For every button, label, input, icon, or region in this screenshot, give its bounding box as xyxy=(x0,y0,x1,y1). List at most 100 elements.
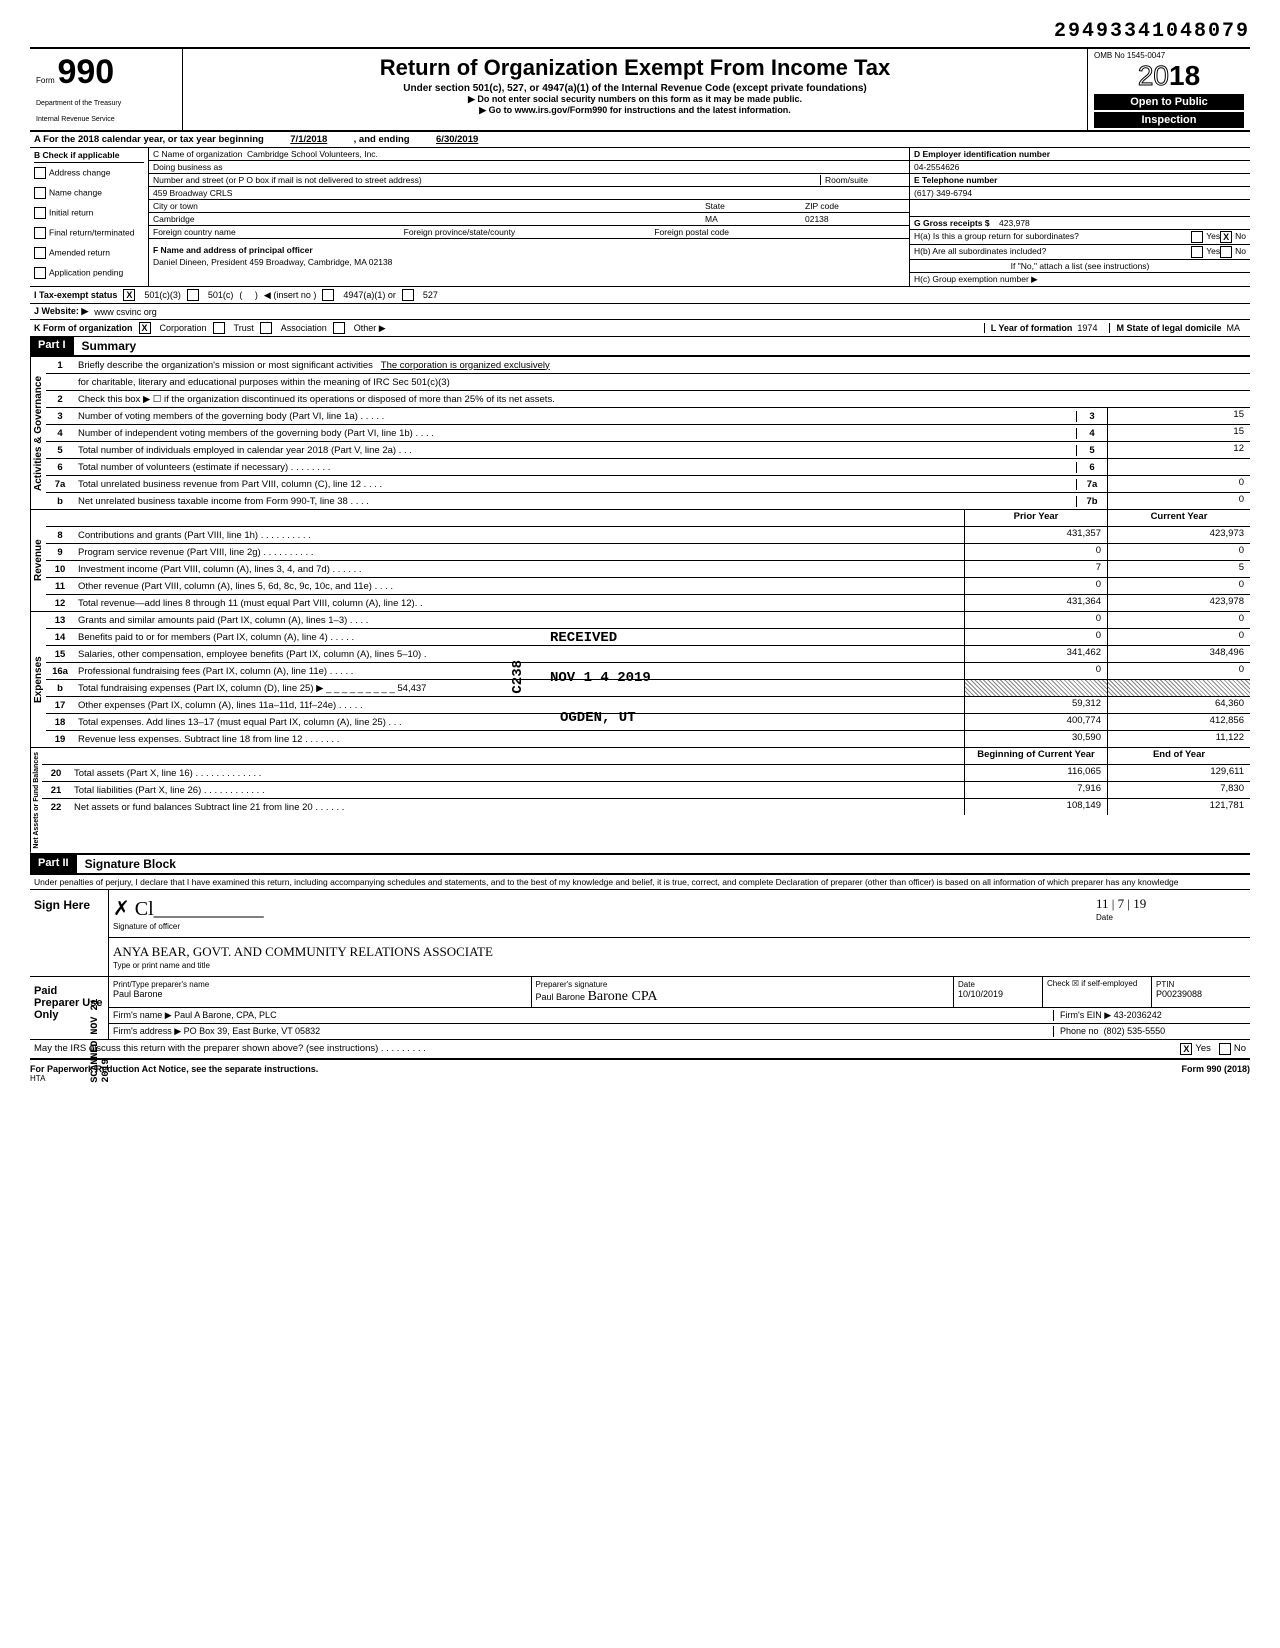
row-j: J Website: ▶ www csvinc org xyxy=(30,304,1250,320)
document-id: 29493341048079 xyxy=(30,20,1250,43)
form-title: Return of Organization Exempt From Incom… xyxy=(193,55,1077,81)
opt-assoc: Association xyxy=(281,323,327,333)
firm-addr-label: Firm's address ▶ xyxy=(113,1026,181,1037)
foreign-label: Foreign country name xyxy=(153,227,404,237)
chk-527[interactable] xyxy=(402,289,414,301)
chk-4947[interactable] xyxy=(322,289,334,301)
dept-irs: Internal Revenue Service xyxy=(36,116,176,124)
opt-trust: Trust xyxy=(234,323,254,333)
tax-exempt-label: I Tax-exempt status xyxy=(34,290,117,300)
chk-501c3[interactable]: X xyxy=(123,289,135,301)
fprov-label: Foreign province/state/county xyxy=(404,227,655,237)
chk-corp[interactable]: X xyxy=(139,322,151,334)
domicile-label: M State of legal domicile xyxy=(1116,323,1221,333)
chk-amended[interactable] xyxy=(34,247,46,259)
open-to-public: Open to Public xyxy=(1094,94,1244,110)
grid-line-12: 12Total revenue—add lines 8 through 11 (… xyxy=(46,595,1250,611)
part1-header-row: Part I Summary xyxy=(30,337,1250,357)
chk-501c[interactable] xyxy=(187,289,199,301)
firm-phone-label: Phone no xyxy=(1060,1026,1099,1036)
zip-label: ZIP code xyxy=(805,201,905,211)
chk-hb-no[interactable] xyxy=(1220,246,1232,258)
grid-line-8: 8Contributions and grants (Part VIII, li… xyxy=(46,527,1250,544)
dba-label: Doing business as xyxy=(153,162,222,172)
opt-501c: 501(c) xyxy=(208,290,234,300)
grid-line-4: 4Number of independent voting members of… xyxy=(46,425,1250,442)
firm-name: Paul A Barone, CPA, PLC xyxy=(174,1010,1053,1021)
hc-label: H(c) Group exemption number ▶ xyxy=(910,273,1250,286)
part2-header-row: Part II Signature Block xyxy=(30,855,1250,875)
firm-ein: 43-2036242 xyxy=(1114,1010,1162,1020)
grid-line-22: 22Net assets or fund balances Subtract l… xyxy=(42,799,1250,815)
chk-pending[interactable] xyxy=(34,267,46,279)
footer-right: Form 990 (2018) xyxy=(1181,1064,1250,1074)
received-stamp: RECEIVED xyxy=(550,630,617,646)
chk-assoc[interactable] xyxy=(260,322,272,334)
tab-revenue: Revenue xyxy=(30,510,46,611)
phone-label: E Telephone number xyxy=(910,174,1250,187)
chk-discuss-yes[interactable]: X xyxy=(1180,1043,1192,1055)
fpost-label: Foreign postal code xyxy=(654,227,905,237)
grid-line-13: 13Grants and similar amounts paid (Part … xyxy=(46,612,1250,629)
column-header-row: Prior YearCurrent Year xyxy=(46,510,1250,527)
received-date-stamp: NOV 1 4 2019 xyxy=(550,670,651,686)
room-label: Room/suite xyxy=(820,175,905,185)
opt-other: Other ▶ xyxy=(354,323,386,334)
officer-value: Daniel Dineen, President 459 Broadway, C… xyxy=(153,257,392,267)
chk-other[interactable] xyxy=(333,322,345,334)
chk-ha-yes[interactable] xyxy=(1191,231,1203,243)
opt-4947: 4947(a)(1) or xyxy=(343,290,396,300)
ein-label: D Employer identification number xyxy=(910,148,1250,161)
column-header-row: Beginning of Current YearEnd of Year xyxy=(42,748,1250,765)
chk-initial-return[interactable] xyxy=(34,207,46,219)
ptin-label: PTIN xyxy=(1156,980,1174,989)
tab-activities: Activities & Governance xyxy=(30,357,46,509)
firm-name-label: Firm's name ▶ xyxy=(113,1010,172,1021)
omb-number: OMB No 1545-0047 xyxy=(1094,51,1244,60)
inspection: Inspection xyxy=(1094,112,1244,128)
chk-hb-yes[interactable] xyxy=(1191,246,1203,258)
chk-final-return[interactable] xyxy=(34,227,46,239)
insert-no: ◀ (insert no ) xyxy=(264,290,316,301)
sig-date-label: Date xyxy=(1096,913,1113,922)
prep-signature-scribble: Barone CPA xyxy=(588,989,658,1004)
sig-date: 11 | 7 | 19 xyxy=(1096,896,1146,911)
opt-527: 527 xyxy=(423,290,438,300)
lbl-final-return: Final return/terminated xyxy=(49,227,135,237)
lbl-pending: Application pending xyxy=(49,267,123,277)
irs-discuss-text: May the IRS discuss this return with the… xyxy=(34,1043,1180,1055)
form-label: Form xyxy=(36,76,55,85)
sig-officer-label: Signature of officer xyxy=(113,922,180,931)
org-address: 459 Broadway CRLS xyxy=(153,188,232,198)
dept-treasury: Department of the Treasury xyxy=(36,100,176,108)
tab-netassets: Net Assets or Fund Balances xyxy=(30,748,42,853)
chk-trust[interactable] xyxy=(213,322,225,334)
grid-line-18: 18Total expenses. Add lines 13–17 (must … xyxy=(46,714,1250,731)
row-i: I Tax-exempt status X501(c)(3) 501(c) ( … xyxy=(30,287,1250,304)
prep-sig: Paul Barone xyxy=(536,992,586,1002)
chk-address-change[interactable] xyxy=(34,167,46,179)
row-a-mid: , and ending xyxy=(354,134,410,145)
year-begin: 7/1/2018 xyxy=(290,134,327,145)
paid-preparer-row: Paid Preparer Use Only Print/Type prepar… xyxy=(30,977,1250,1040)
grid-line-2: 2Check this box ▶ ☐ if the organization … xyxy=(46,391,1250,408)
tax-year: 2018 xyxy=(1094,60,1244,92)
addr-label: Number and street (or P O box if mail is… xyxy=(153,175,820,185)
row-k: K Form of organization XCorporation Trus… xyxy=(30,320,1250,337)
opt-corp: Corporation xyxy=(160,323,207,333)
c238-stamp: C238 xyxy=(510,660,526,694)
form-goto: ▶ Go to www.irs.gov/Form990 for instruct… xyxy=(193,105,1077,116)
prep-name-label: Print/Type preparer's name xyxy=(113,980,209,989)
row-a-tax-year: A For the 2018 calendar year, or tax yea… xyxy=(30,132,1250,148)
chk-ha-no[interactable]: X xyxy=(1220,231,1232,243)
chk-discuss-no[interactable] xyxy=(1219,1043,1231,1055)
chk-name-change[interactable] xyxy=(34,187,46,199)
year-end: 6/30/2019 xyxy=(436,134,478,145)
lbl-amended: Amended return xyxy=(49,247,110,257)
grid-line-15: 15Salaries, other compensation, employee… xyxy=(46,646,1250,663)
part2-title: Signature Block xyxy=(77,855,184,873)
website-value: www csvinc org xyxy=(94,307,157,317)
part1-grid: Activities & Governance 1Briefly describ… xyxy=(30,357,1250,855)
grid-line-20: 20Total assets (Part X, line 16) . . . .… xyxy=(42,765,1250,782)
grid-line-11: 11Other revenue (Part VIII, column (A), … xyxy=(46,578,1250,595)
